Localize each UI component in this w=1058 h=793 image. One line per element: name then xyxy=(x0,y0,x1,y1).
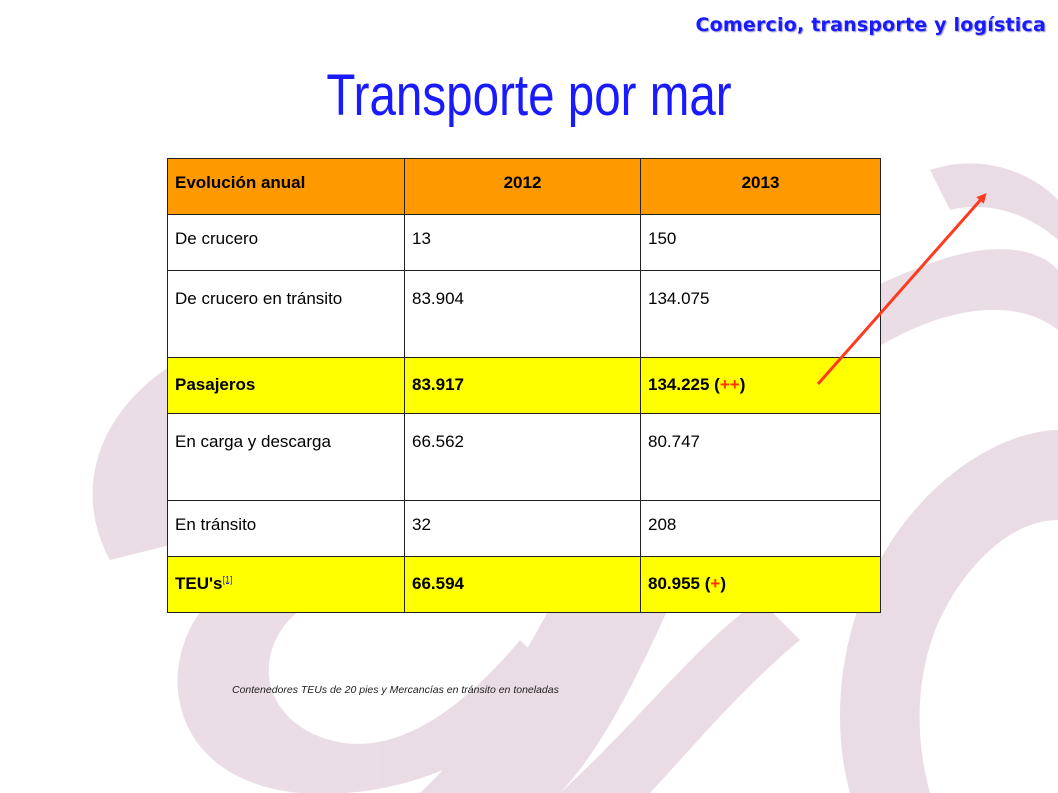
cell-2013: 134.225 (++) xyxy=(640,357,881,414)
column-header: 2012 xyxy=(404,158,641,215)
column-header: Evolución anual xyxy=(167,158,405,215)
row-label: De crucero en tránsito xyxy=(167,270,405,358)
value: 134.225 xyxy=(648,375,710,394)
row-label: En tránsito xyxy=(167,500,405,557)
cell-2012: 13 xyxy=(404,214,641,271)
value: 80.955 xyxy=(648,574,700,593)
cell-2012: 32 xyxy=(404,500,641,557)
row-label: Pasajeros xyxy=(167,357,405,414)
table-row: De crucero 13 150 xyxy=(167,214,881,271)
table-row: De crucero en tránsito 83.904 134.075 xyxy=(167,270,881,358)
footnote-link[interactable]: [1] xyxy=(222,574,233,585)
row-label-text: TEU's xyxy=(175,574,223,593)
cell-2012: 83.904 xyxy=(404,270,641,358)
table-row-highlight: Pasajeros 83.917 134.225 (++) xyxy=(167,357,881,414)
row-label: En carga y descarga xyxy=(167,413,405,501)
cell-2013: 80.955 (+) xyxy=(640,556,881,613)
table-row: En carga y descarga 66.562 80.747 xyxy=(167,413,881,501)
table-header-row: Evolución anual 2012 2013 xyxy=(167,158,881,215)
table-row: En tránsito 32 208 xyxy=(167,500,881,557)
column-header: 2013 xyxy=(640,158,881,215)
cell-2013: 134.075 xyxy=(640,270,881,358)
footnote: Contenedores TEUs de 20 pies y Mercancía… xyxy=(232,684,559,696)
row-label: De crucero xyxy=(167,214,405,271)
table-row-highlight: TEU's[1] 66.594 80.955 (+) xyxy=(167,556,881,613)
cell-2012: 66.562 xyxy=(404,413,641,501)
cell-2013: 80.747 xyxy=(640,413,881,501)
row-label: TEU's[1] xyxy=(167,556,405,613)
increase-mark: ++ xyxy=(719,375,740,394)
cell-2012: 66.594 xyxy=(404,556,641,613)
cell-2013: 208 xyxy=(640,500,881,557)
section-title: Comercio, transporte y logística xyxy=(695,14,1046,36)
increase-mark: + xyxy=(710,574,721,593)
data-table: Evolución anual 2012 2013 De crucero 13 … xyxy=(167,158,881,613)
page-title: Transporte por mar xyxy=(326,63,732,128)
cell-2012: 83.917 xyxy=(404,357,641,414)
cell-2013: 150 xyxy=(640,214,881,271)
